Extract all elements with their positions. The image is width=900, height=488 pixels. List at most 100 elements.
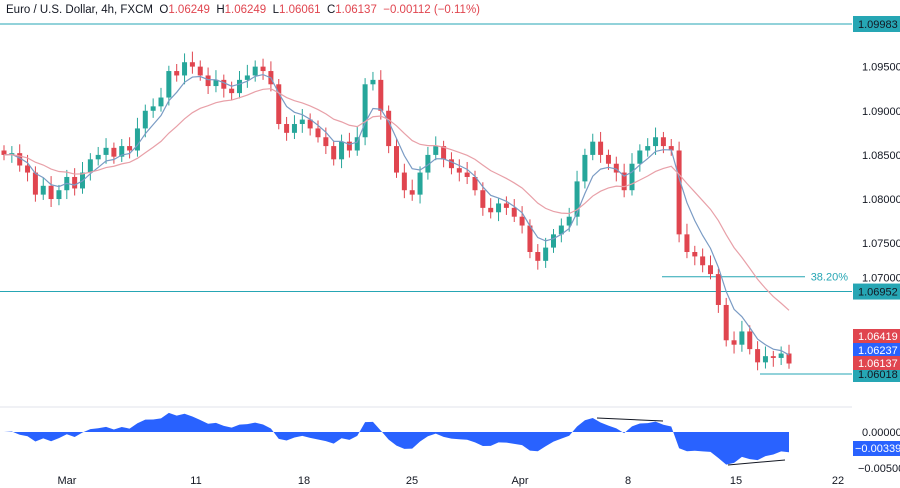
candle-body [668, 146, 674, 151]
open-label: O [159, 4, 169, 16]
candle-body [676, 150, 682, 235]
candle-body [425, 154, 431, 173]
candle-body [409, 190, 415, 195]
candle-body [747, 331, 753, 350]
candle-body [354, 137, 360, 151]
candle-body [1, 150, 7, 155]
candle-body [386, 110, 392, 147]
y-tick-label: 1.08000 [862, 194, 900, 206]
y-tick-label: 1.07000 [862, 272, 900, 284]
candle-body [778, 353, 784, 358]
candle-body [417, 172, 423, 195]
candle-body [551, 234, 556, 248]
close-value: 1.06137 [335, 4, 377, 16]
candle-body [252, 66, 258, 76]
candle-body [48, 185, 54, 200]
chart-legend: Euro / U.S. Dollar, 4h, FXCM O1.06249 H1… [6, 4, 480, 16]
candle-body [339, 141, 345, 160]
candle-body [684, 234, 690, 253]
candle-body [394, 146, 399, 173]
osc-tick-label: −0.00500 [858, 463, 900, 475]
candle-body [692, 252, 698, 257]
candle-body [284, 124, 290, 133]
candle-body [598, 141, 604, 155]
low-value: 1.06061 [279, 4, 321, 16]
candle-body [111, 147, 117, 157]
price-tag-label: 1.06137 [858, 358, 898, 370]
candle-body [456, 168, 462, 173]
candle-body [221, 79, 227, 89]
candle-body [582, 154, 588, 182]
candle-body [276, 84, 282, 125]
candle-body [142, 110, 148, 129]
osc-current-tag [853, 441, 900, 456]
candle-body [17, 153, 23, 166]
price-tag-label: 1.06237 [858, 345, 898, 357]
close-label: C [326, 4, 336, 16]
change-value: −0.00112 (−0.11%) [383, 4, 481, 16]
open-value: 1.06249 [168, 4, 210, 16]
candle-body [237, 79, 242, 94]
candle-body [731, 340, 737, 345]
moving-average-line [3, 73, 790, 356]
candle-body [331, 146, 337, 160]
candle-body [401, 172, 407, 191]
high-label: H [216, 4, 225, 16]
level-tag-label: 1.06018 [858, 369, 898, 381]
y-tick-label: 1.08500 [862, 150, 900, 162]
price-tag [853, 356, 900, 370]
candle-body [56, 190, 62, 200]
candle-body [244, 75, 250, 80]
candle-body [182, 62, 188, 76]
candle-body [472, 176, 478, 191]
price-tag [853, 343, 900, 357]
candle-body [25, 165, 31, 173]
candle-body [150, 106, 156, 111]
fib-level-label: 38.20% [811, 272, 849, 284]
candle-body [189, 62, 195, 67]
candle-body [762, 356, 768, 363]
candle-body [370, 79, 376, 85]
level-tag [853, 283, 900, 300]
candle-body [511, 207, 517, 217]
candle-body [291, 124, 297, 133]
candle-body [127, 146, 133, 151]
x-tick-label: Apr [511, 475, 528, 487]
candle-body [488, 207, 494, 213]
candle-body [786, 353, 792, 364]
candle-body [174, 71, 180, 76]
candle-body [158, 97, 164, 107]
candle-body [535, 252, 541, 261]
candle-body [166, 71, 172, 98]
candle-body [362, 84, 368, 138]
level-tag-label: 1.09983 [858, 19, 898, 31]
candle-body [72, 176, 78, 189]
level-tag [853, 16, 900, 32]
candle-body [40, 185, 46, 195]
candle-body [723, 304, 729, 341]
candle-body [448, 159, 454, 169]
moving-average-line [3, 88, 790, 311]
price-tag [853, 329, 900, 343]
candle-body [527, 225, 533, 253]
low-label: L [272, 4, 279, 16]
x-tick-label: 18 [298, 475, 310, 487]
x-tick-label: 11 [190, 475, 201, 487]
candle-body [307, 119, 313, 129]
y-tick-label: 1.09000 [862, 106, 900, 118]
candle-body [574, 181, 580, 217]
x-tick-label: 15 [730, 475, 742, 487]
candle-body [299, 119, 305, 125]
x-tick-label: Mar [58, 475, 77, 487]
candle-body [645, 146, 651, 151]
candle-body [496, 203, 502, 213]
candle-body [708, 265, 713, 275]
candle-body [464, 172, 470, 177]
candle-body [613, 163, 619, 173]
osc-tick-label: 0.00000 [862, 427, 900, 439]
x-tick-label: 25 [406, 475, 418, 487]
candle-body [229, 88, 235, 94]
divergence-line-bottom [727, 459, 786, 466]
